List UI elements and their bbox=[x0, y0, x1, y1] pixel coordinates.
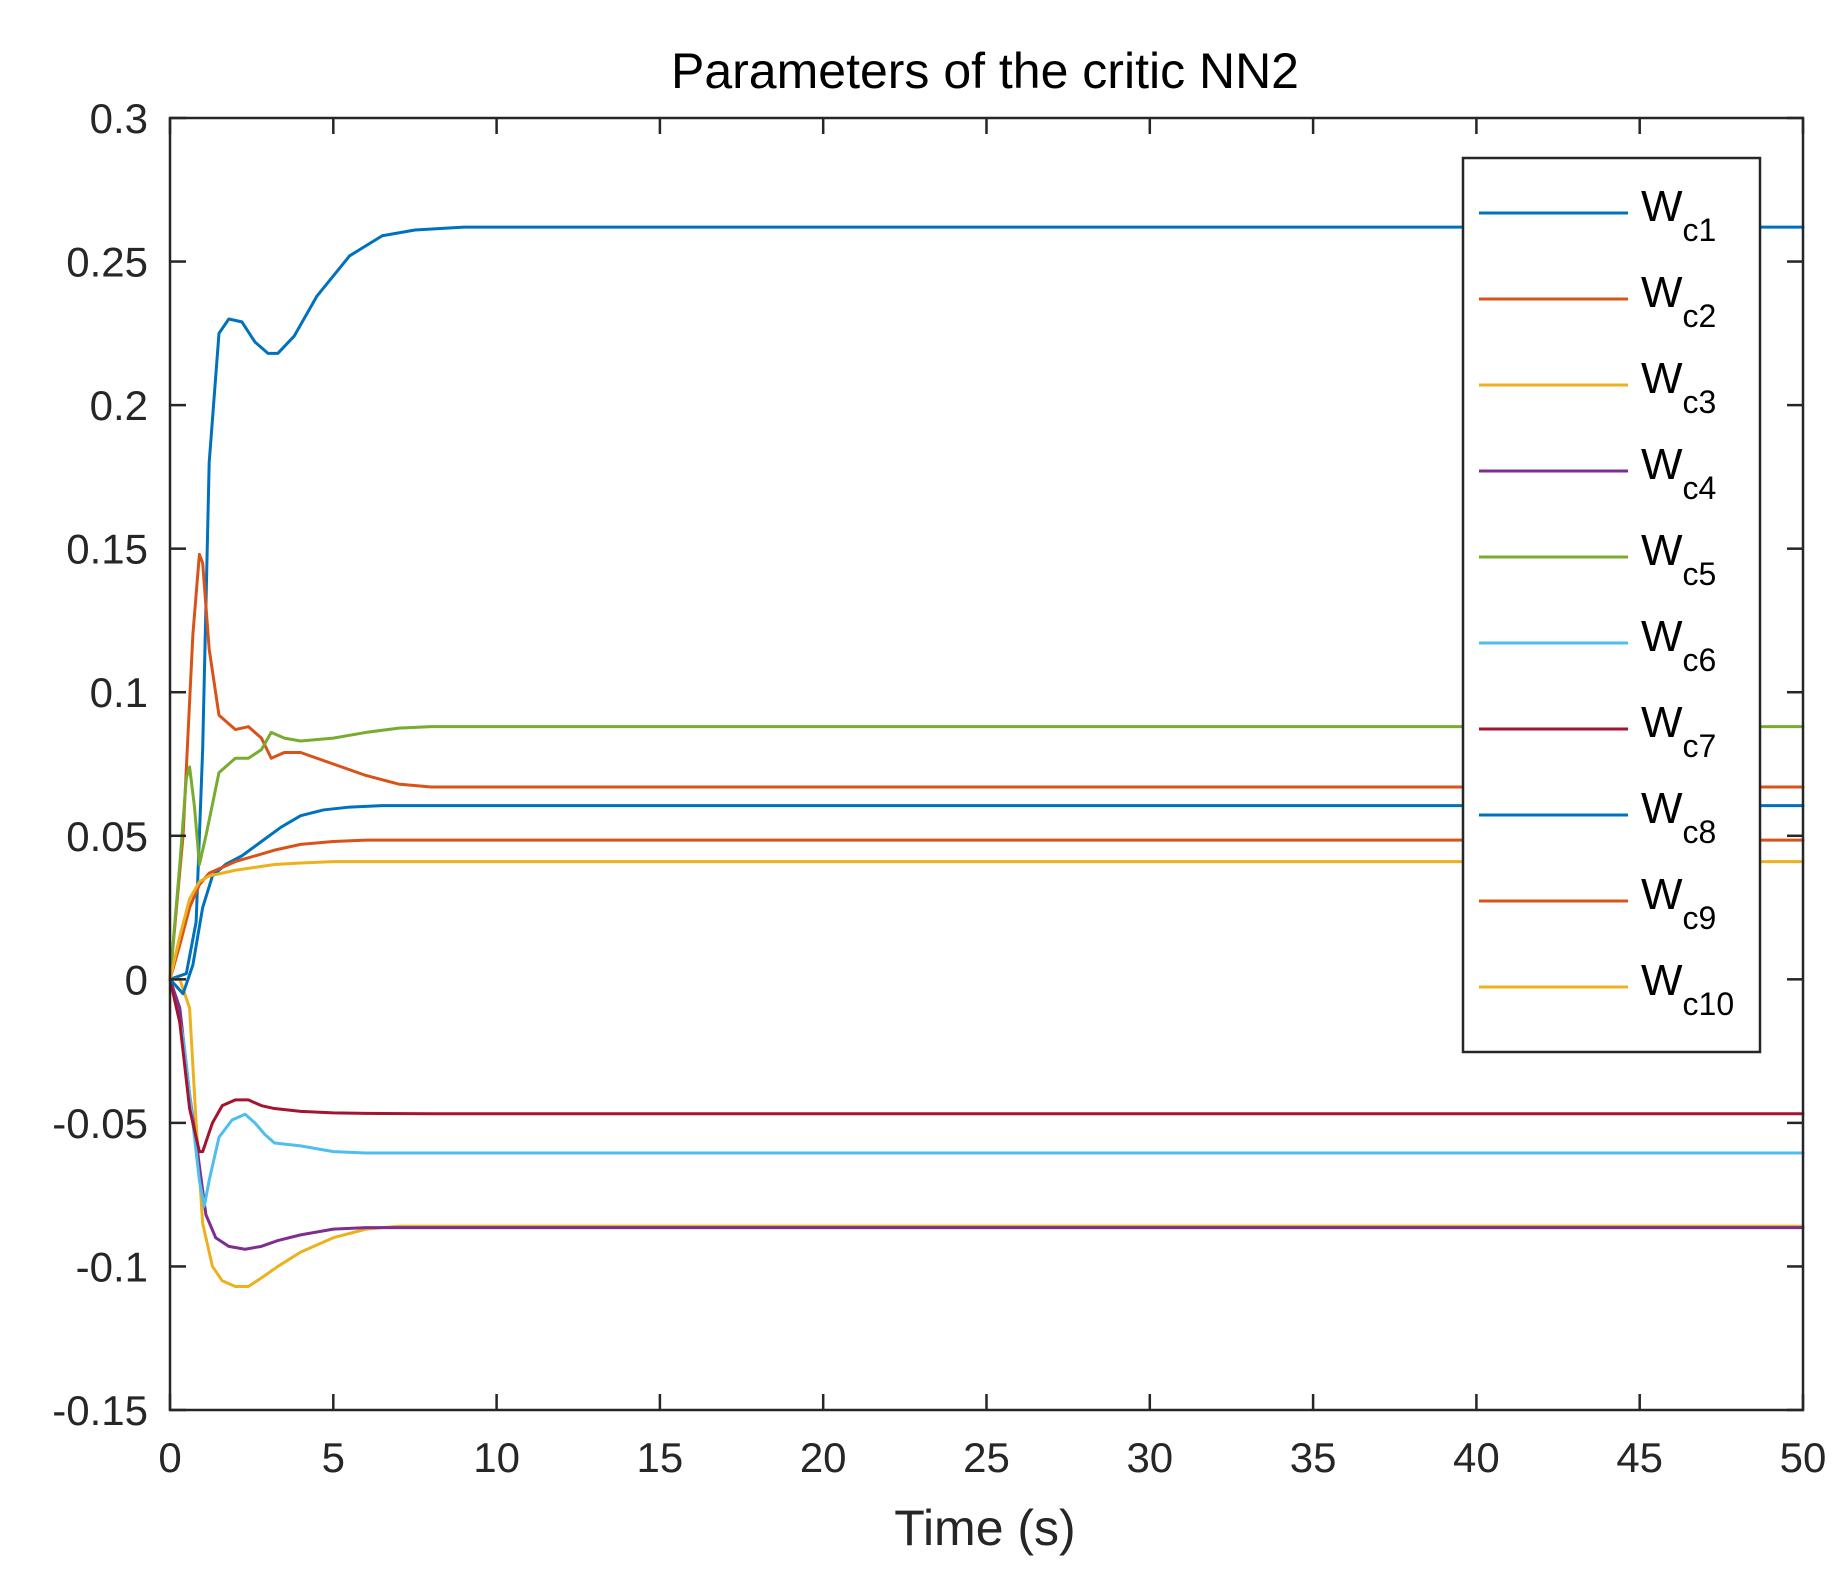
legend-item-wc6[interactable]: Wc6 bbox=[1479, 612, 1716, 678]
legend-label: Wc6 bbox=[1641, 612, 1716, 678]
legend-label-main: W bbox=[1641, 182, 1683, 231]
x-tick-label: 25 bbox=[963, 1434, 1010, 1481]
series-layer bbox=[168, 225, 1805, 1289]
legend-item-wc5[interactable]: Wc5 bbox=[1479, 526, 1716, 592]
legend-label: Wc4 bbox=[1641, 440, 1716, 506]
legend-label-sub: c7 bbox=[1683, 728, 1717, 764]
legend-item-wc7[interactable]: Wc7 bbox=[1479, 698, 1716, 764]
series-line-wc8 bbox=[168, 804, 1805, 996]
legend-label-sub: c9 bbox=[1683, 900, 1717, 936]
legend-item-wc4[interactable]: Wc4 bbox=[1479, 440, 1716, 506]
x-ticks: 0 5 10 15 20 25 30 35 40 45 50 bbox=[158, 118, 1826, 1481]
y-tick-label: 0 bbox=[125, 956, 148, 1003]
legend-item-wc10[interactable]: Wc10 bbox=[1479, 956, 1734, 1022]
x-tick-label: 5 bbox=[322, 1434, 345, 1481]
legend-label-sub: c2 bbox=[1683, 298, 1717, 334]
x-tick-label: 30 bbox=[1126, 1434, 1173, 1481]
y-tick-label: 0.1 bbox=[90, 669, 148, 716]
legend-label: Wc7 bbox=[1641, 698, 1716, 764]
series-line-wc5 bbox=[168, 725, 1805, 981]
legend-label-sub: c6 bbox=[1683, 642, 1717, 678]
legend-label: Wc3 bbox=[1641, 354, 1716, 420]
legend-box bbox=[1461, 156, 1762, 1054]
y-tick-label: 0.15 bbox=[66, 526, 148, 573]
legend-label-main: W bbox=[1641, 440, 1683, 489]
legend-label-main: W bbox=[1641, 870, 1683, 919]
legend-label-sub: c4 bbox=[1683, 470, 1717, 506]
legend-label-main: W bbox=[1641, 526, 1683, 575]
x-tick-label: 40 bbox=[1453, 1434, 1500, 1481]
chart-title: Parameters of the critic NN2 bbox=[671, 43, 1299, 99]
y-tick-label: 0.2 bbox=[90, 382, 148, 429]
legend-label-sub: c8 bbox=[1683, 814, 1717, 850]
x-tick-label: 35 bbox=[1290, 1434, 1337, 1481]
x-tick-label: 45 bbox=[1616, 1434, 1663, 1481]
legend-label-main: W bbox=[1641, 956, 1683, 1005]
legend-label-sub: c5 bbox=[1683, 556, 1717, 592]
y-tick-label: 0.25 bbox=[66, 239, 148, 286]
legend-label: Wc8 bbox=[1641, 784, 1716, 850]
legend-label-sub: c3 bbox=[1683, 384, 1717, 420]
series-line-wc9 bbox=[168, 838, 1805, 981]
y-ticks: -0.15 -0.1 -0.05 0 0.05 0.1 0.15 0.2 0.25 0.3 bbox=[52, 95, 1803, 1434]
x-tick-label: 15 bbox=[637, 1434, 684, 1481]
y-tick-label: -0.1 bbox=[76, 1243, 148, 1290]
legend-label-main: W bbox=[1641, 698, 1683, 747]
y-tick-label: 0.05 bbox=[66, 813, 148, 860]
series-line-wc1 bbox=[168, 225, 1805, 981]
series-line-wc10 bbox=[168, 860, 1805, 981]
y-tick-label: -0.05 bbox=[52, 1100, 148, 1147]
legend-item-wc1[interactable]: Wc1 bbox=[1479, 182, 1716, 248]
x-tick-label: 50 bbox=[1780, 1434, 1827, 1481]
legend-label: Wc10 bbox=[1641, 956, 1734, 1022]
y-tick-label: -0.15 bbox=[52, 1387, 148, 1434]
legend-label: Wc2 bbox=[1641, 268, 1716, 334]
legend-label: Wc5 bbox=[1641, 526, 1716, 592]
x-axis-label: Time (s) bbox=[894, 1500, 1075, 1556]
x-tick-label: 0 bbox=[158, 1434, 181, 1481]
legend-label-main: W bbox=[1641, 612, 1683, 661]
series-line-wc7 bbox=[168, 977, 1805, 1154]
legend-label-sub: c10 bbox=[1683, 986, 1735, 1022]
legend-item-wc9[interactable]: Wc9 bbox=[1479, 870, 1716, 936]
legend-label-main: W bbox=[1641, 268, 1683, 317]
x-tick-label: 20 bbox=[800, 1434, 847, 1481]
legend-item-wc3[interactable]: Wc3 bbox=[1479, 354, 1716, 420]
legend-label: Wc9 bbox=[1641, 870, 1716, 936]
x-tick-label: 10 bbox=[473, 1434, 520, 1481]
legend-label-main: W bbox=[1641, 784, 1683, 833]
legend-label-sub: c1 bbox=[1683, 212, 1717, 248]
y-tick-label: 0.3 bbox=[90, 95, 148, 142]
series-line-wc2 bbox=[168, 552, 1805, 981]
legend-label-main: W bbox=[1641, 354, 1683, 403]
legend-item-wc8[interactable]: Wc8 bbox=[1479, 784, 1716, 850]
legend-item-wc2[interactable]: Wc2 bbox=[1479, 268, 1716, 334]
legend-label: Wc1 bbox=[1641, 182, 1716, 248]
series-line-wc6 bbox=[168, 977, 1805, 1208]
